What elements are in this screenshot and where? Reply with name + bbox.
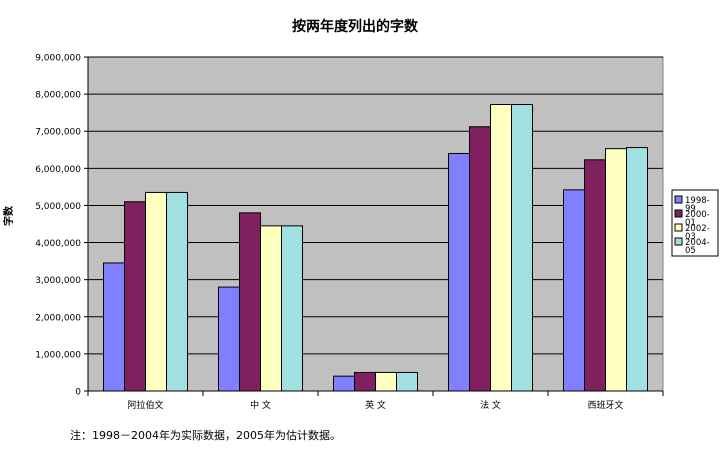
y-tick-label: 4,000,000 [35,239,81,249]
x-tick-label: 中 文 [250,399,271,411]
bar [145,191,167,392]
x-tick-label: 英 文 [365,399,386,411]
legend-label: 1998-99 [685,196,710,214]
bar [448,152,470,392]
y-tick-label: 6,000,000 [35,165,81,175]
bar [354,371,376,392]
chart-title: 按两年度列出的字数 [292,18,419,35]
legend-swatch [674,237,683,246]
bar [626,147,648,392]
bar [260,225,282,392]
y-tick-label: 9,000,000 [35,54,81,64]
plot-area: 0 1,000,000 2,000,000 3,000,000 4,000,000 5,0… [35,54,664,411]
y-tick-label: 7,000,000 [35,128,81,138]
x-tick-label: 阿拉伯文 [127,399,163,411]
bar [563,189,585,392]
bar [218,286,240,392]
bar [166,191,188,392]
y-tick-label: 5,000,000 [35,202,81,212]
bar [375,371,397,392]
bar [584,159,606,392]
bar [103,262,125,392]
bar [469,126,491,392]
legend-label: 2004-05 [685,238,710,256]
y-tick-label: 2,000,000 [35,313,81,323]
bar [239,212,261,392]
y-tick-label: 0 [75,388,81,398]
x-tick-label: 法 文 [480,399,501,411]
y-tick-label: 3,000,000 [35,276,81,286]
bar [396,371,418,392]
x-tick-label: 西班牙文 [587,399,623,411]
bar [281,225,303,392]
bar [605,148,627,392]
footnote: 注：1998－2004年为实际数据，2005年为估计数据。 [70,429,341,442]
y-tick-label: 8,000,000 [35,91,81,101]
bar [511,104,533,392]
y-tick-label: 1,000,000 [35,350,81,360]
legend-swatch [674,195,683,204]
legend-swatch [674,209,683,218]
legend-label: 2002-03 [685,224,710,242]
bar [333,375,355,392]
legend-label: 2000-01 [685,210,710,228]
bar [124,201,146,392]
legend-swatch [674,223,683,232]
bar [490,104,512,392]
y-axis-label: 字数 [2,205,15,226]
